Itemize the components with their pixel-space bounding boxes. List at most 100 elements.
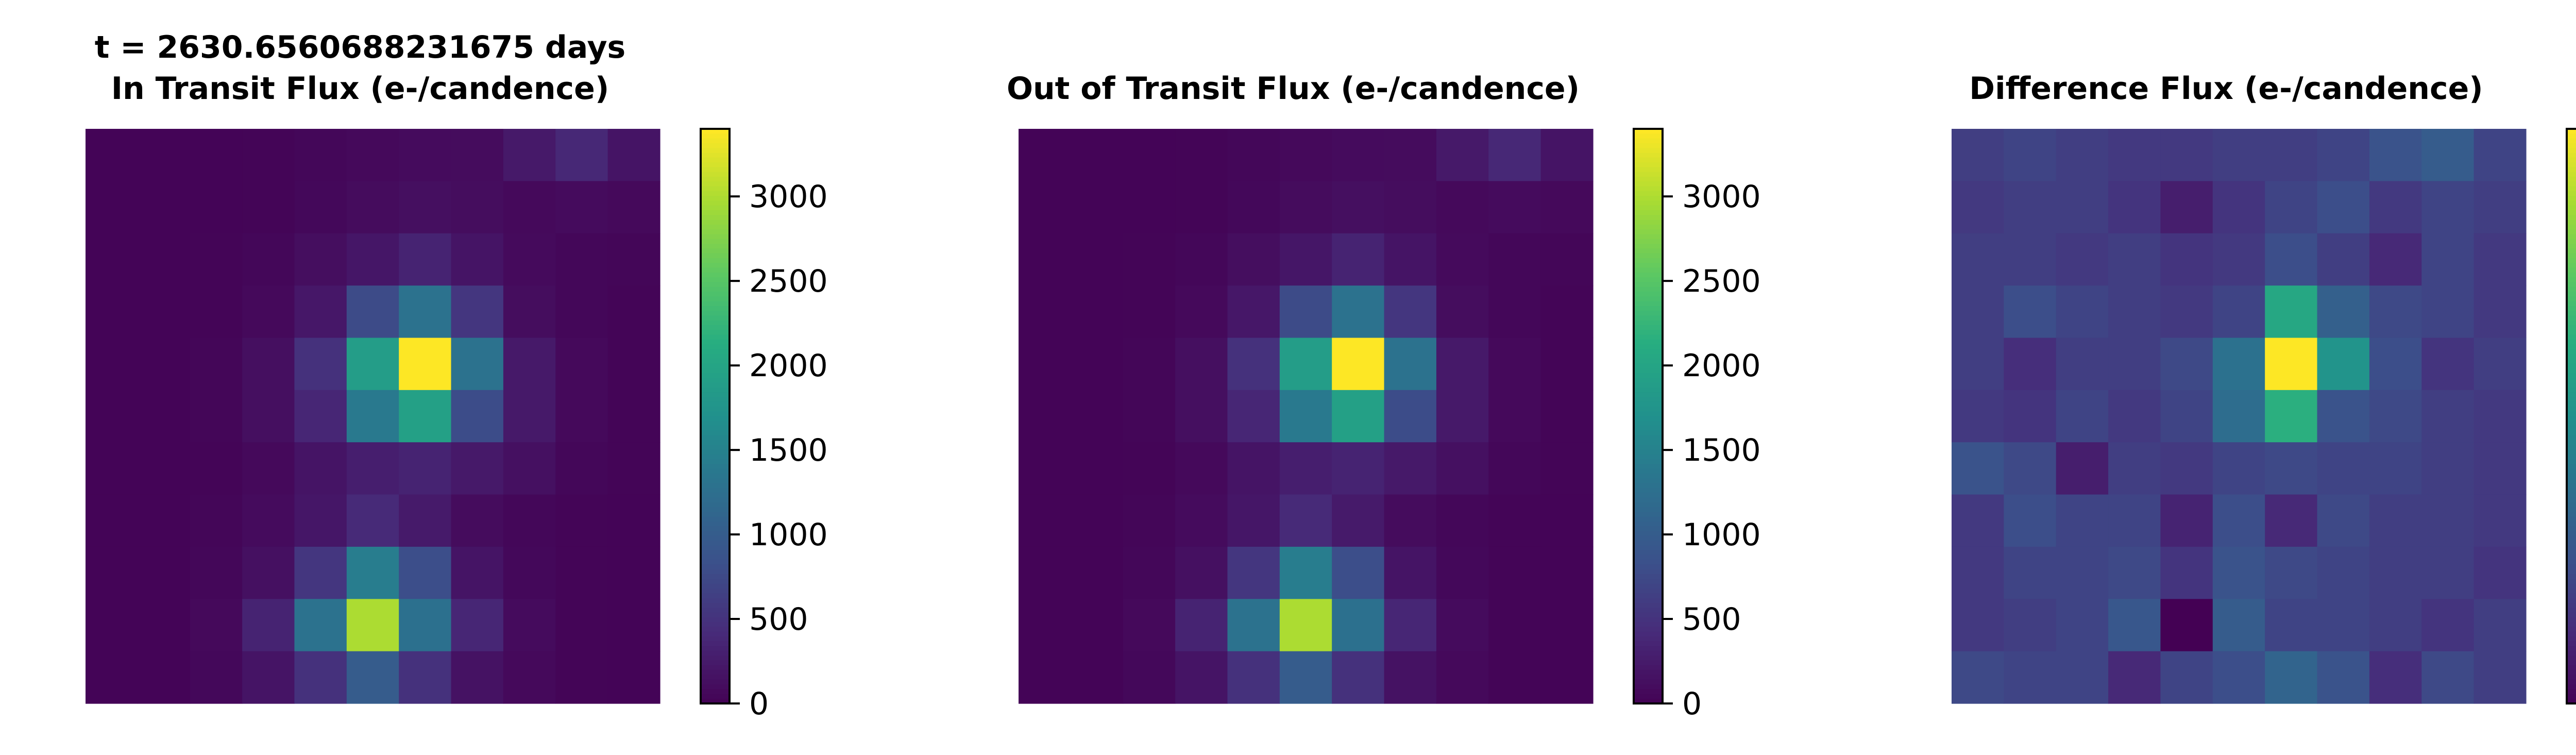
heatmap-cell (2421, 599, 2475, 652)
heatmap-cell (190, 233, 243, 286)
heatmap-cell (1436, 390, 1489, 443)
colorbar-segment (2567, 579, 2576, 584)
colorbar-segment (701, 387, 730, 393)
heatmap-cell (2212, 181, 2265, 234)
colorbar-segment (701, 521, 730, 527)
colorbar-frame (1633, 128, 1664, 704)
heatmap-cell (2421, 390, 2475, 443)
colorbar-segment (701, 589, 730, 594)
colorbar-segment (2567, 411, 2576, 417)
heatmap-cell (399, 651, 452, 704)
heatmap-cell (2369, 338, 2422, 391)
colorbar-segment (701, 627, 730, 632)
heatmap-cell (1123, 286, 1176, 339)
heatmap-cell (607, 286, 660, 339)
colorbar-segment (701, 354, 730, 359)
colorbar-segment (2567, 220, 2576, 225)
colorbar-segment (701, 435, 730, 441)
heatmap-cell (1071, 338, 1124, 391)
heatmap-cell (1019, 233, 1071, 286)
colorbar-segment (701, 646, 730, 651)
colorbar-segment (1634, 196, 1663, 201)
heatmap-cell (451, 546, 504, 599)
heatmap-cell (86, 390, 138, 443)
panel-title-line-1: t = 2630.6560688231675 days (95, 29, 626, 65)
heatmap-cell (1175, 494, 1228, 547)
colorbar-segment (2567, 148, 2576, 154)
heatmap-cell (2212, 442, 2265, 495)
heatmap-cell (2317, 181, 2370, 234)
heatmap-cell (399, 129, 452, 181)
colorbar-segment (1634, 564, 1663, 570)
colorbar-segment (1634, 210, 1663, 215)
colorbar-segment (2567, 589, 2576, 594)
colorbar-segment (701, 430, 730, 436)
heatmap-cell (2056, 286, 2109, 339)
colorbar-segment (701, 296, 730, 302)
colorbar-tick-label: 1000 (749, 517, 828, 553)
colorbar-segment (2567, 574, 2576, 580)
heatmap-cell (399, 442, 452, 495)
colorbar-segment (2567, 675, 2576, 680)
heatmap-cell (607, 546, 660, 599)
colorbar-segment (1634, 507, 1663, 512)
heatmap-cell (2056, 181, 2109, 234)
heatmap-cell (2056, 129, 2109, 181)
heatmap-cell (242, 442, 295, 495)
colorbar-segment (2567, 200, 2576, 206)
colorbar-segment (2567, 545, 2576, 551)
heatmap-cell (1123, 599, 1176, 652)
heatmap-cell (1332, 338, 1385, 391)
colorbar-segment (701, 205, 730, 211)
heatmap-cell (1227, 129, 1280, 181)
colorbar-segment (2567, 234, 2576, 240)
colorbar-segment (701, 535, 730, 541)
colorbar-segment (1634, 612, 1663, 618)
heatmap-grid (1952, 129, 2527, 704)
heatmap-cell (607, 599, 660, 652)
heatmap-cell (1436, 286, 1489, 339)
heatmap-cell (294, 442, 347, 495)
heatmap-cell (1019, 338, 1071, 391)
colorbar-segment (2567, 656, 2576, 661)
colorbar-segment (2567, 569, 2576, 575)
colorbar-segment (2567, 502, 2576, 508)
heatmap-cell (2265, 129, 2318, 181)
heatmap-cell (2473, 546, 2527, 599)
colorbar-segment (1634, 435, 1663, 441)
heatmap-cell (2473, 599, 2527, 652)
colorbar-segment (1634, 698, 1663, 704)
heatmap-cell (1279, 233, 1332, 286)
heatmap-cell (1384, 494, 1437, 547)
colorbar-segment (1634, 617, 1663, 623)
heatmap-cell (2004, 181, 2057, 234)
colorbar-tick-label: 2000 (749, 348, 828, 384)
heatmap-cell (607, 233, 660, 286)
colorbar-segment (701, 133, 730, 139)
colorbar-segment (701, 694, 730, 699)
heatmap-cell (555, 651, 608, 704)
colorbar-segment (701, 378, 730, 383)
heatmap-cell (2004, 286, 2057, 339)
colorbar-segment (1634, 531, 1663, 536)
colorbar-segment (2567, 430, 2576, 436)
colorbar-segment (1634, 669, 1663, 675)
colorbar-segment (1634, 650, 1663, 656)
colorbar-segment (1634, 574, 1663, 580)
colorbar-segment (2567, 493, 2576, 498)
heatmap-cell (2160, 651, 2213, 704)
heatmap-cell (1071, 599, 1124, 652)
colorbar-segment (701, 689, 730, 695)
heatmap-cell (86, 599, 138, 652)
heatmap-cell (1952, 286, 2004, 339)
colorbar-segment (1634, 488, 1663, 493)
colorbar-segment (701, 172, 730, 177)
heatmap-cell (1384, 233, 1437, 286)
colorbar-segment (701, 421, 730, 426)
colorbar-segment (1634, 464, 1663, 469)
colorbar-segment (1634, 291, 1663, 297)
colorbar-segment (1634, 186, 1663, 192)
colorbar-segment (2567, 535, 2576, 541)
colorbar-segment (2567, 267, 2576, 273)
heatmap-cell (1123, 390, 1176, 443)
